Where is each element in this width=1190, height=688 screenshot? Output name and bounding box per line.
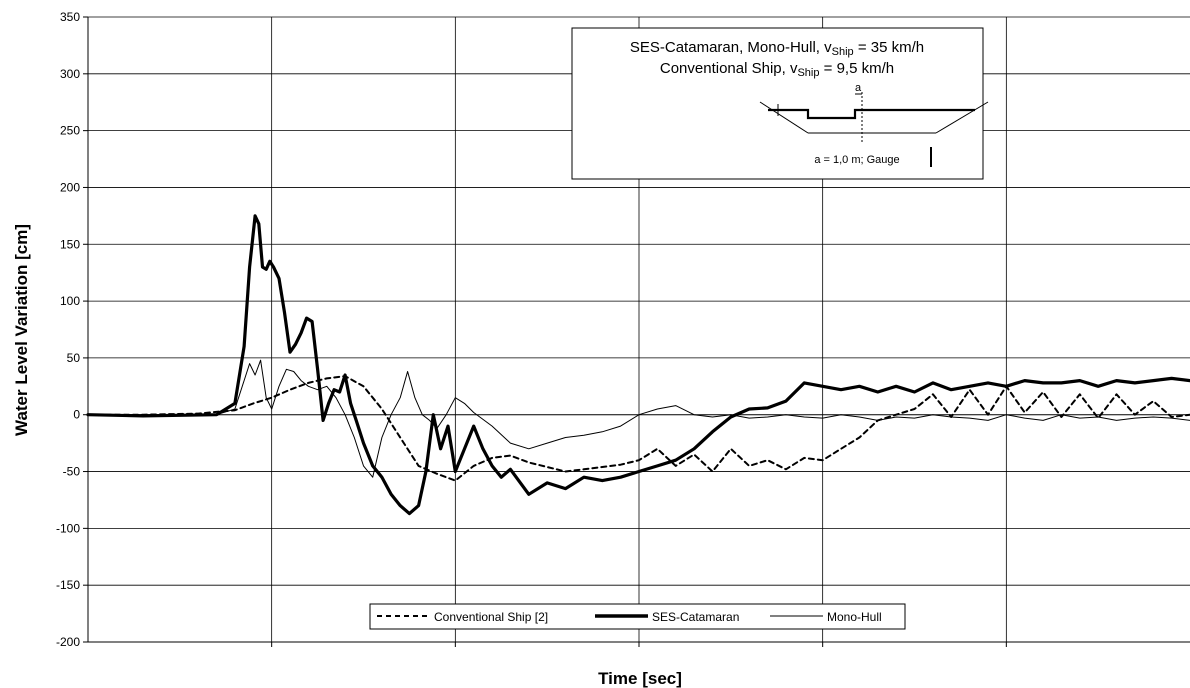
y-tick-label: 200 <box>60 180 80 194</box>
series-line-mono-hull <box>87 359 1190 478</box>
series-line-conventional-ship-2 <box>87 375 1190 482</box>
annotation-box: SES-Catamaran, Mono-Hull, vShip = 35 km/… <box>571 27 989 180</box>
y-tick-label: 150 <box>60 237 80 251</box>
y-tick-label: 100 <box>60 294 80 308</box>
sketch-letter-a: a <box>855 82 862 94</box>
annotation-line-2-suffix: = 9,5 km/h <box>820 60 895 77</box>
annotation-line-1: SES-Catamaran, Mono-Hull, vShip = 35 km/… <box>630 39 924 58</box>
y-tick-label: -200 <box>56 635 80 649</box>
cross-section-sketch <box>759 92 989 167</box>
y-tick-label: -150 <box>56 578 80 592</box>
sketch-water-profile <box>768 108 975 120</box>
y-axis-title: Water Level Variation [cm] <box>12 224 31 436</box>
series-line-ses-catamaran <box>86 214 1190 516</box>
y-tick-labels: 350 300 250 200 150 100 50 0 -50 -100 -150 -200 <box>56 10 80 649</box>
series-layer <box>86 214 1190 516</box>
annotation-line-2: Conventional Ship, vShip = 9,5 km/h <box>660 60 894 79</box>
axis-layer <box>83 16 1190 647</box>
y-tick-label: 350 <box>60 10 80 24</box>
annotation-line-1-subscript: Ship <box>832 46 854 58</box>
legend-label-ses: SES-Catamaran <box>652 610 739 624</box>
sketch-right-bank <box>935 101 989 134</box>
y-tick-label: -100 <box>56 521 80 535</box>
annotation-line-2-subscript: Ship <box>797 67 819 79</box>
y-tick-label: -50 <box>63 465 81 479</box>
legend: Conventional Ship [2] SES-Catamaran Mono… <box>369 603 906 630</box>
legend-label-mono: Mono-Hull <box>827 610 882 624</box>
y-tick-label: 250 <box>60 124 80 138</box>
legend-label-conventional: Conventional Ship [2] <box>434 610 548 624</box>
sketch-left-bank <box>759 101 809 134</box>
sketch-caption: a = 1,0 m; Gauge <box>814 154 899 166</box>
x-axis-title: Time [sec] <box>598 669 682 688</box>
annotation-frame <box>571 27 984 180</box>
y-tick-label: 0 <box>73 408 80 422</box>
annotation-line-2-prefix: Conventional Ship, v <box>660 60 798 77</box>
y-tick-label: 50 <box>67 351 81 365</box>
annotation-line-1-suffix: = 35 km/h <box>854 39 924 56</box>
y-tick-label: 300 <box>60 67 80 81</box>
annotation-line-1-prefix: SES-Catamaran, Mono-Hull, v <box>630 39 832 56</box>
